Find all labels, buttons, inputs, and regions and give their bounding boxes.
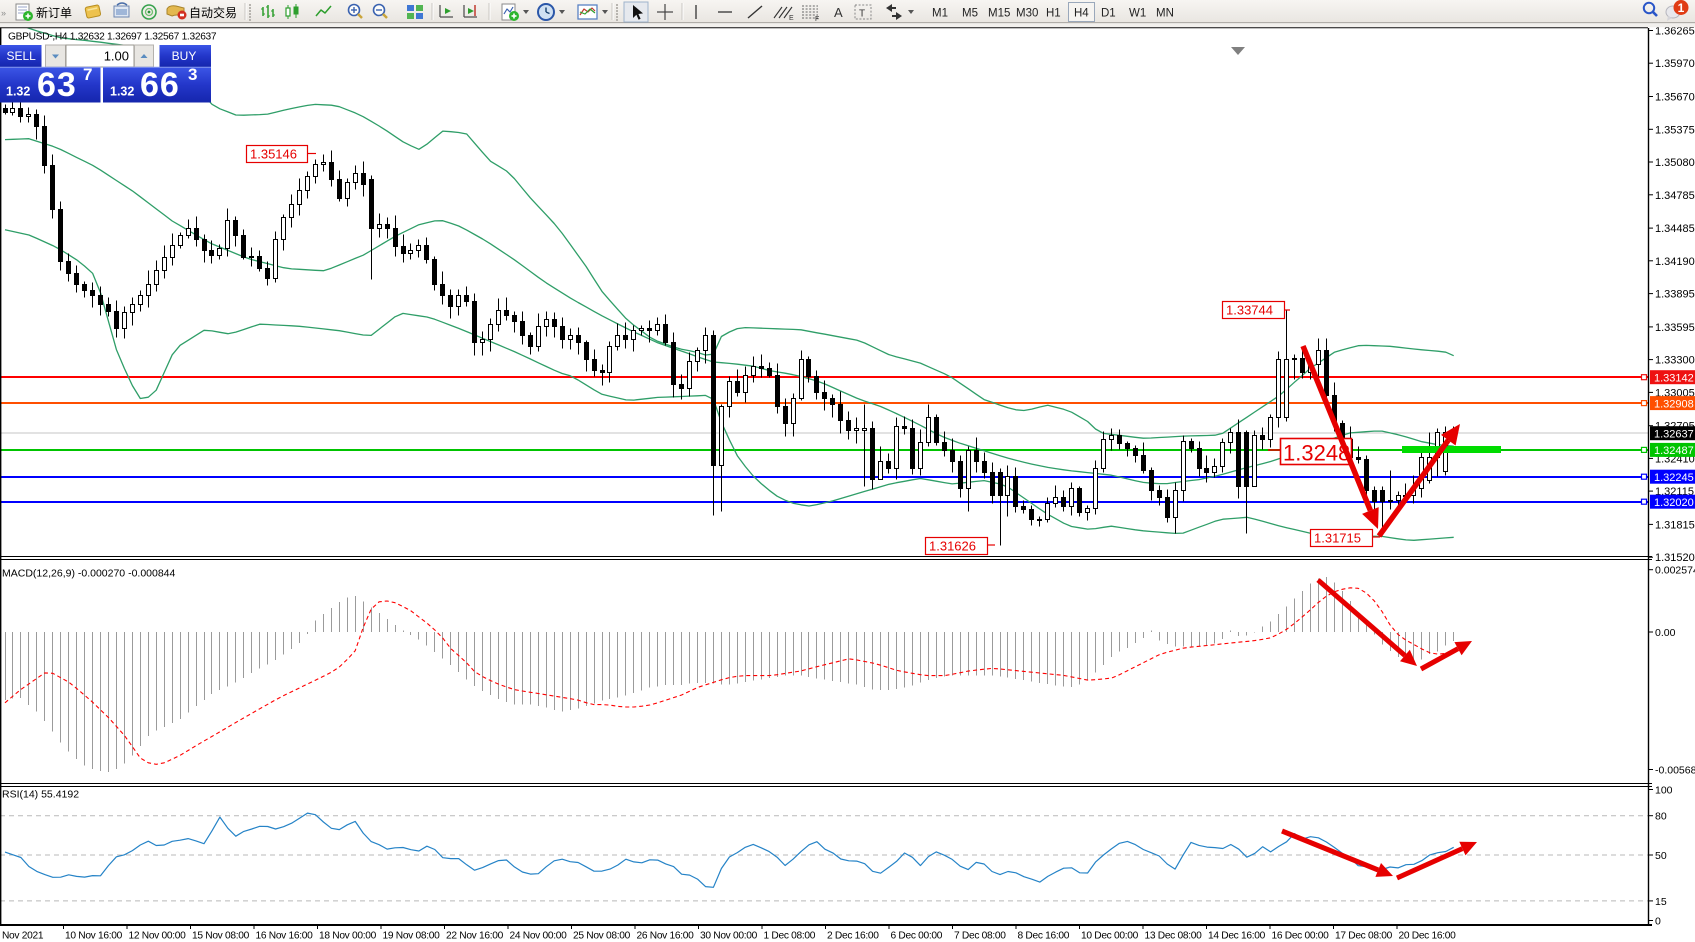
svg-text:66: 66 — [140, 66, 180, 104]
svg-text:1.36265: 1.36265 — [1655, 26, 1695, 38]
svg-text:MACD(12,26,9) -0.000270 -0.000: MACD(12,26,9) -0.000270 -0.000844 — [2, 568, 176, 580]
svg-text:63: 63 — [37, 66, 77, 104]
svg-text:2 Dec 16:00: 2 Dec 16:00 — [827, 931, 879, 942]
svg-text:22 Nov 16:00: 22 Nov 16:00 — [446, 931, 504, 942]
svg-text:15: 15 — [1655, 896, 1667, 908]
svg-text:50: 50 — [1655, 850, 1667, 862]
svg-text:19 Nov 08:00: 19 Nov 08:00 — [383, 931, 441, 942]
svg-text:25 Nov 08:00: 25 Nov 08:00 — [573, 931, 631, 942]
svg-text:7 Dec 08:00: 7 Dec 08:00 — [954, 931, 1006, 942]
svg-text:H4: H4 — [1074, 8, 1089, 20]
svg-text:A: A — [834, 5, 843, 20]
svg-text:16 Nov 16:00: 16 Nov 16:00 — [256, 931, 314, 942]
svg-text:0: 0 — [1655, 916, 1661, 928]
svg-text:20 Dec 16:00: 20 Dec 16:00 — [1399, 931, 1457, 942]
svg-text:D1: D1 — [1101, 8, 1116, 20]
svg-text:1.31815: 1.31815 — [1655, 519, 1695, 531]
svg-text:1.31715: 1.31715 — [1314, 531, 1361, 546]
svg-text:1.32245: 1.32245 — [1654, 472, 1694, 484]
svg-text:SELL: SELL — [7, 49, 37, 63]
svg-text:-0.00568: -0.00568 — [1655, 765, 1695, 777]
svg-text:W1: W1 — [1129, 8, 1146, 20]
svg-text:1.33300: 1.33300 — [1655, 355, 1695, 367]
svg-text:1.32: 1.32 — [110, 85, 134, 99]
svg-text:1.35080: 1.35080 — [1655, 157, 1695, 169]
svg-text:1.35670: 1.35670 — [1655, 92, 1695, 104]
svg-text:MN: MN — [1156, 8, 1174, 20]
svg-text:1.34785: 1.34785 — [1655, 190, 1695, 202]
svg-text:M30: M30 — [1016, 8, 1038, 20]
svg-text:1.32908: 1.32908 — [1654, 398, 1694, 410]
svg-text:M1: M1 — [932, 8, 948, 20]
svg-text:1.31520: 1.31520 — [1655, 552, 1695, 564]
svg-text:1.32020: 1.32020 — [1654, 497, 1694, 509]
svg-text:RSI(14) 55.4192: RSI(14) 55.4192 — [2, 789, 79, 801]
svg-text:1 Dec 08:00: 1 Dec 08:00 — [764, 931, 816, 942]
svg-text:1.32487: 1.32487 — [1654, 445, 1694, 457]
svg-text:10 Dec 00:00: 10 Dec 00:00 — [1081, 931, 1139, 942]
svg-text:1.32487: 1.32487 — [1283, 441, 1363, 466]
svg-text:30 Nov 00:00: 30 Nov 00:00 — [700, 931, 758, 942]
svg-text:1.32: 1.32 — [6, 85, 30, 99]
svg-text:新订单: 新订单 — [36, 5, 72, 20]
svg-text:100: 100 — [1655, 785, 1673, 797]
svg-text:14 Dec 16:00: 14 Dec 16:00 — [1208, 931, 1266, 942]
svg-text:T: T — [859, 9, 865, 20]
svg-text:13 Dec 08:00: 13 Dec 08:00 — [1145, 931, 1203, 942]
svg-text:M5: M5 — [962, 8, 978, 20]
svg-text:1.35146: 1.35146 — [250, 147, 297, 162]
svg-text:8 Dec 16:00: 8 Dec 16:00 — [1018, 931, 1070, 942]
svg-text:26 Nov 16:00: 26 Nov 16:00 — [637, 931, 695, 942]
svg-text:»: » — [1, 8, 6, 18]
svg-text:16 Dec 00:00: 16 Dec 00:00 — [1272, 931, 1330, 942]
svg-text:1.33744: 1.33744 — [1226, 303, 1273, 318]
svg-text:1.33595: 1.33595 — [1655, 322, 1695, 334]
svg-text:1.34190: 1.34190 — [1655, 256, 1695, 268]
svg-text:10 Nov 16:00: 10 Nov 16:00 — [65, 931, 123, 942]
svg-text:18 Nov 00:00: 18 Nov 00:00 — [319, 931, 377, 942]
svg-text:1.00: 1.00 — [104, 49, 129, 64]
svg-text:0.00: 0.00 — [1655, 627, 1676, 639]
svg-text:1.35375: 1.35375 — [1655, 124, 1695, 136]
svg-text:自动交易: 自动交易 — [189, 5, 237, 20]
svg-text:1.33142: 1.33142 — [1654, 372, 1694, 384]
svg-text:M15: M15 — [988, 8, 1010, 20]
svg-text:3: 3 — [188, 65, 197, 84]
svg-text:H1: H1 — [1046, 8, 1061, 20]
svg-text:1: 1 — [1678, 1, 1685, 15]
svg-text:80: 80 — [1655, 811, 1667, 823]
svg-text:F: F — [815, 16, 819, 23]
svg-text:1.34485: 1.34485 — [1655, 223, 1695, 235]
svg-text:17 Dec 08:00: 17 Dec 08:00 — [1335, 931, 1393, 942]
svg-text:1.35970: 1.35970 — [1655, 58, 1695, 70]
svg-text:15 Nov 08:00: 15 Nov 08:00 — [192, 931, 250, 942]
svg-text:1.33895: 1.33895 — [1655, 289, 1695, 301]
svg-text:Nov 2021: Nov 2021 — [2, 931, 44, 942]
svg-text:E: E — [789, 15, 794, 22]
svg-text:BUY: BUY — [172, 49, 197, 63]
svg-text:1.32637: 1.32637 — [1654, 428, 1694, 440]
svg-text:12 Nov 00:00: 12 Nov 00:00 — [129, 931, 187, 942]
svg-text:GBPUSD-,H4 1.32632 1.32697 1.3: GBPUSD-,H4 1.32632 1.32697 1.32567 1.326… — [8, 32, 217, 43]
svg-text:1.31626: 1.31626 — [929, 539, 976, 554]
svg-text:0.002574: 0.002574 — [1655, 565, 1695, 577]
svg-text:24 Nov 00:00: 24 Nov 00:00 — [510, 931, 568, 942]
svg-text:7: 7 — [83, 65, 92, 84]
svg-text:6 Dec 00:00: 6 Dec 00:00 — [891, 931, 943, 942]
